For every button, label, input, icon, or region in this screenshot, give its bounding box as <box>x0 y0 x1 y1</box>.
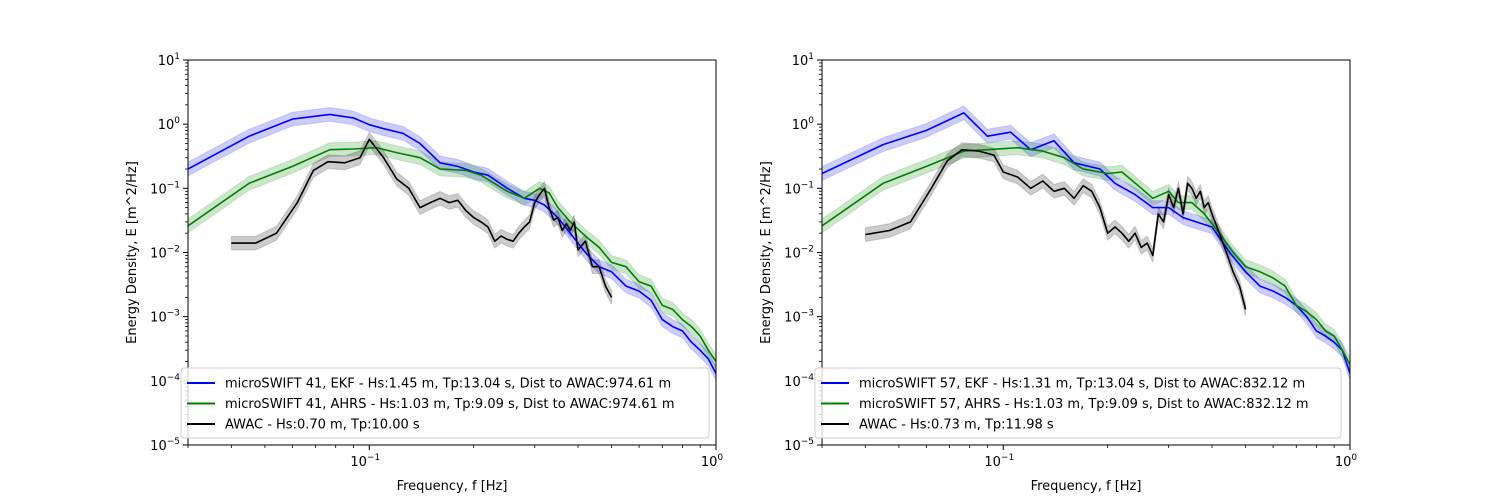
y-tick-label: 10−2 <box>784 245 814 262</box>
y-tick-label: 100 <box>792 116 815 133</box>
chart-panel-right: 10−1 100 10−5 10−4 10−3 10−2 10−1 100 101 Freque… <box>759 52 1357 494</box>
plot-area <box>822 105 1350 381</box>
confidence-band <box>822 140 1350 372</box>
y-tick-label: 10−3 <box>150 309 180 326</box>
y-tick-label: 10−1 <box>150 180 180 197</box>
y-axis-label: Energy Density, E [m^2/Hz] <box>759 161 774 344</box>
y-tick-label: 10−4 <box>784 373 814 390</box>
series-line <box>865 148 1247 310</box>
series-line <box>822 112 1350 374</box>
y-tick-label: 10−2 <box>150 245 180 262</box>
confidence-band <box>188 140 716 370</box>
legend-label-awac: AWAC - Hs:0.73 m, Tp:11.98 s <box>859 418 1054 433</box>
y-tick-label: 101 <box>158 52 180 69</box>
x-axis-label: Frequency, f [Hz] <box>397 479 508 494</box>
y-tick-label: 100 <box>158 116 181 133</box>
confidence-band <box>188 106 716 381</box>
x-axis-label: Frequency, f [Hz] <box>1031 479 1142 494</box>
y-tick-label: 10−1 <box>784 180 814 197</box>
series-line <box>231 138 613 298</box>
legend-label-awac: AWAC - Hs:0.70 m, Tp:10.00 s <box>225 418 420 433</box>
legend-label-ahrs: microSWIFT 57, AHRS - Hs:1.03 m, Tp:9.09… <box>859 397 1309 412</box>
axis-ticks: 10−1 100 10−5 10−4 10−3 10−2 10−1 100 101 <box>784 52 1357 470</box>
confidence-band <box>822 105 1350 381</box>
legend-label-ahrs: microSWIFT 41, AHRS - Hs:1.03 m, Tp:9.09… <box>225 397 675 412</box>
legend-label-ekf: microSWIFT 41, EKF - Hs:1.45 m, Tp:13.04… <box>225 377 671 392</box>
y-axis-label: Energy Density, E [m^2/Hz] <box>125 161 140 344</box>
confidence-band <box>864 142 1247 317</box>
confidence-band <box>230 131 613 305</box>
series-group <box>822 105 1350 381</box>
x-tick-label: 10−1 <box>984 453 1014 470</box>
plot-area <box>188 106 716 381</box>
series-group <box>188 106 716 381</box>
y-tick-label: 10−4 <box>150 373 180 390</box>
y-tick-label: 10−5 <box>784 437 814 454</box>
legend-label-ekf: microSWIFT 57, EKF - Hs:1.31 m, Tp:13.04… <box>859 377 1305 392</box>
x-tick-label: 100 <box>1335 453 1358 470</box>
legend: microSWIFT 57, EKF - Hs:1.31 m, Tp:13.04… <box>814 367 1342 439</box>
y-tick-label: 10−3 <box>784 309 814 326</box>
x-tick-label: 100 <box>701 453 724 470</box>
chart-panel-left: 10−1 100 10−5 10−4 10−3 10−2 10−1 100 101 Freque… <box>125 52 723 494</box>
x-tick-label: 10−1 <box>350 453 380 470</box>
y-tick-label: 101 <box>792 52 814 69</box>
series-line <box>188 146 716 362</box>
legend-box <box>814 367 1342 439</box>
legend: microSWIFT 41, EKF - Hs:1.45 m, Tp:13.04… <box>180 367 710 439</box>
y-tick-label: 10−5 <box>150 437 180 454</box>
series-line <box>188 113 716 374</box>
axis-ticks: 10−1 100 10−5 10−4 10−3 10−2 10−1 100 101 <box>150 52 723 470</box>
legend-box <box>180 367 710 439</box>
